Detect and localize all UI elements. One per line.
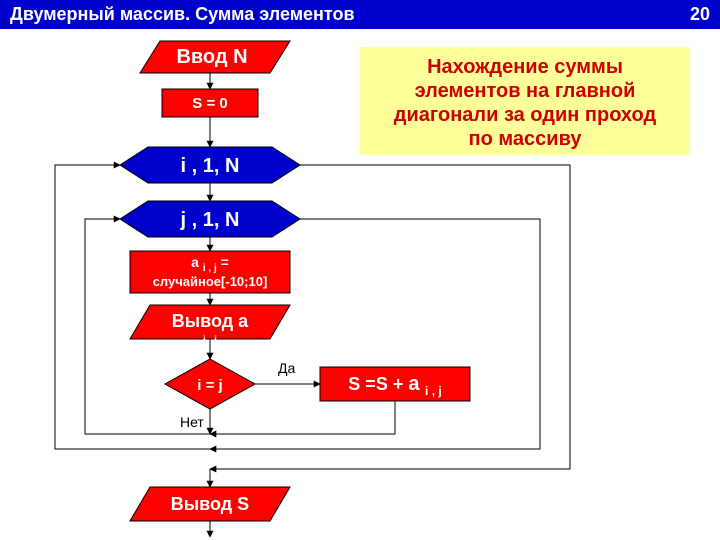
node-decision: i = j — [165, 359, 255, 409]
label-no: Нет — [180, 414, 204, 430]
note-line4: по массиву — [469, 128, 583, 150]
header-page: 20 — [690, 4, 710, 25]
slide-header: Двумерный массив. Сумма элементов 20 — [0, 0, 720, 29]
svg-text:Вывод S: Вывод S — [171, 494, 249, 514]
svg-text:Вывод a: Вывод a — [172, 311, 249, 331]
svg-text:случайное[-10;10]: случайное[-10;10] — [153, 274, 268, 289]
svg-text:i , 1, N: i , 1, N — [181, 155, 240, 177]
edge-sum-merge — [210, 401, 395, 434]
node-out-s: Вывод S — [130, 487, 290, 521]
svg-text:j , 1, N: j , 1, N — [180, 209, 240, 231]
header-title: Двумерный массив. Сумма элементов — [10, 4, 355, 25]
note-line3: диагонали за один проход — [394, 104, 657, 126]
svg-text:i = j: i = j — [197, 377, 222, 394]
flowchart: Нахождение суммы элементов на главной ди… — [0, 29, 720, 539]
node-sum: S =S + a i , j — [320, 367, 470, 401]
node-loop-i: i , 1, N — [120, 147, 300, 183]
node-assign-a: a i , j = случайное[-10;10] — [130, 251, 290, 293]
label-yes: Да — [278, 360, 295, 376]
node-loop-j: j , 1, N — [120, 201, 300, 237]
note-line1: Нахождение суммы — [427, 56, 623, 78]
svg-text:S = 0: S = 0 — [192, 95, 227, 112]
node-input-n: Ввод N — [140, 41, 290, 73]
svg-text:Ввод N: Ввод N — [176, 46, 247, 68]
node-init-s: S = 0 — [162, 89, 258, 117]
note-box: Нахождение суммы элементов на главной ди… — [360, 47, 690, 155]
note-line2: элементов на главной — [415, 80, 636, 102]
